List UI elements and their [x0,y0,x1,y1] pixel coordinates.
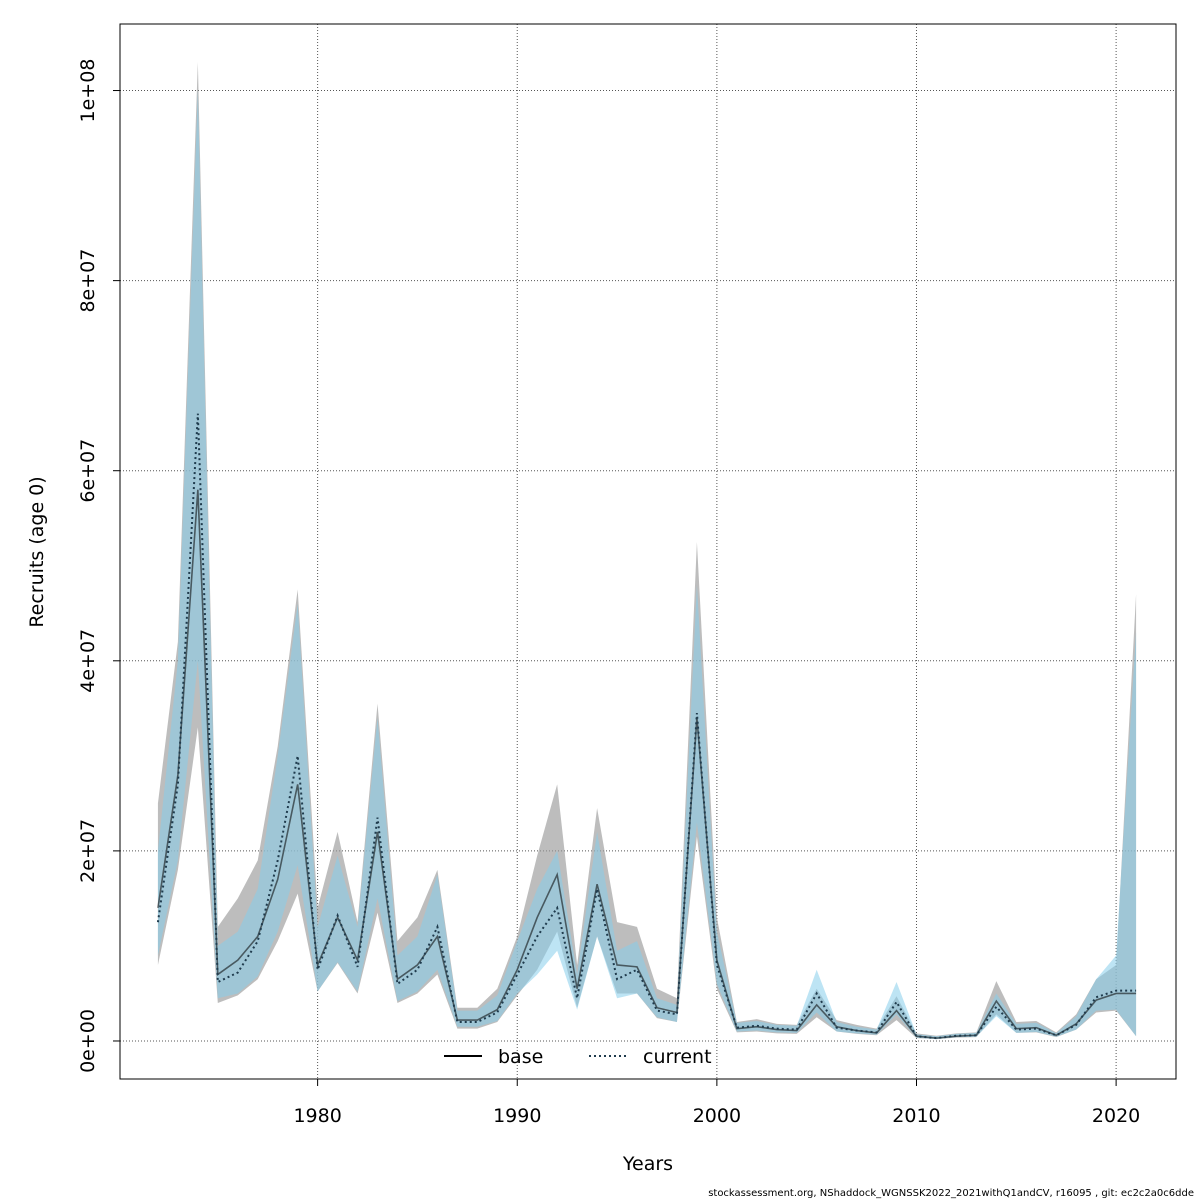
x-axis: 1980 1990 2000 2010 2020 [293,1079,1140,1127]
y-tick-label: 2e+07 [77,819,99,883]
series-line-base [157,489,1137,1039]
series-lines [156,413,1137,1040]
x-axis-title: Years [622,1153,673,1175]
x-tick-label: 1990 [493,1105,541,1127]
plot-frame [119,23,1177,1080]
y-axis: 0e+00 2e+07 4e+07 6e+07 8e+07 1e+08 [77,59,120,1073]
x-tick-label: 2010 [892,1105,940,1127]
y-tick-label: 8e+07 [77,249,99,313]
x-tick-label: 1980 [293,1105,341,1127]
y-tick-label: 4e+07 [77,629,99,693]
y-tick-label: 1e+08 [77,59,99,123]
current-confidence-band [157,90,1137,1040]
y-axis-title: Recruits (age 0) [26,476,48,627]
y-tick-label: 6e+07 [77,439,99,503]
grid-lines [120,24,1176,1079]
x-tick-label: 2020 [1092,1105,1140,1127]
x-tick-label: 2000 [693,1105,741,1127]
legend-label-current: current [643,1046,712,1068]
legend-label-base: base [498,1046,543,1068]
footer-note: stockassessment.org, NShaddock_WGNSSK202… [708,1188,1194,1199]
confidence-bands [157,62,1137,1040]
series-line-current [156,413,1137,1040]
legend: base current [444,1046,712,1068]
y-tick-label: 0e+00 [77,1009,99,1073]
